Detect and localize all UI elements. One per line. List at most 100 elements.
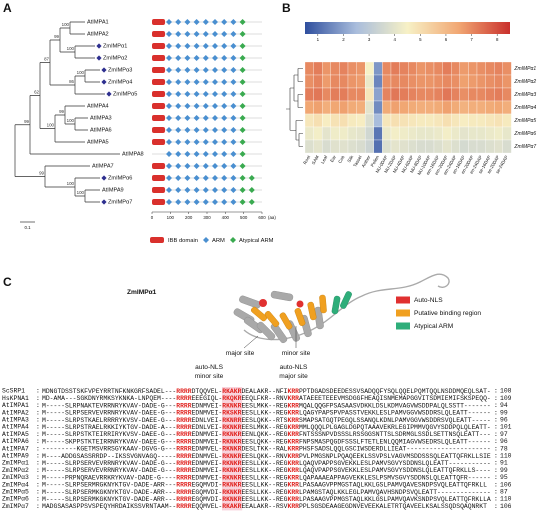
sequence-segment: MDNGTDSSTSKFVPEYRRTNFKNKGRFSADEL---: [42, 388, 176, 395]
sequence-segment: RKAKR: [222, 503, 241, 510]
column-label: Silk: [346, 154, 354, 163]
atypical-arm: [239, 175, 246, 181]
separator: :: [36, 496, 40, 503]
atypical-arm: [239, 151, 246, 157]
heatmap-cell: [373, 74, 383, 89]
arm-repeat: [230, 79, 237, 85]
heatmap-cell: [451, 61, 460, 76]
heatmap-cell: [459, 61, 469, 76]
sequence-segment: RKNKR: [222, 481, 241, 488]
heatmap-cell: [502, 61, 512, 76]
alignment-header: major site: [279, 373, 308, 380]
heatmap-cell: [347, 61, 357, 76]
heatmap-cell: [425, 61, 435, 76]
separator: :: [494, 460, 498, 467]
separator: :: [494, 488, 498, 495]
arm-repeat: [212, 115, 218, 121]
atypical-arm: [239, 19, 246, 25]
row-label: ZmIMPα6: [513, 131, 536, 137]
sequence-segment: RRRR: [176, 496, 192, 503]
heatmap-cell: [330, 100, 340, 115]
arm-repeat: [230, 199, 237, 205]
alignment-header: auto-NLS: [195, 364, 223, 371]
sequence-segment: EESLLKK--REG: [241, 488, 287, 495]
heatmap-cell: [373, 87, 383, 102]
heatmap-cell: [459, 100, 469, 115]
separator: :: [36, 402, 40, 409]
arm-repeat: [193, 127, 200, 133]
legend-label: ARM: [212, 238, 225, 244]
heatmap-cell: [322, 126, 331, 141]
arm-repeat: [202, 163, 209, 169]
sequence-segment: RKNKR: [222, 438, 241, 445]
sequence-segment: KRR: [287, 438, 299, 445]
heatmap-cell: [339, 139, 349, 154]
separator: :: [36, 395, 40, 402]
heatmap-cell: [382, 74, 392, 89]
heatmap-cell: [476, 61, 486, 76]
arm-repeat: [202, 91, 209, 97]
arm-repeat: [230, 31, 237, 37]
arm-repeat: [202, 175, 209, 181]
axis-tick-label: 400: [222, 215, 230, 220]
ibb-domain: [152, 127, 165, 133]
ibb-domain: [152, 43, 165, 49]
legend-label: IBB domain: [168, 238, 198, 244]
arm-repeat: [166, 103, 172, 109]
heatmap-cell: [322, 74, 331, 89]
heatmap-cell: [390, 113, 400, 128]
heatmap-cell: [408, 139, 417, 154]
arm-repeat: [230, 127, 237, 133]
heatmap-cell: [347, 74, 357, 89]
sequence-name: ZmIMPα4: [2, 481, 29, 488]
sequence-end: 96: [500, 438, 508, 445]
sequence-segment: KRR: [287, 431, 299, 438]
sequence-name: AtIMPA9: [2, 452, 29, 459]
sequence-segment: ---------KGETMSVRRSGYKAAV-DGVG-G---: [42, 445, 176, 452]
heatmap-cell: [451, 139, 460, 154]
row-label: ZmIMPα3: [513, 92, 536, 98]
column-label: SAM: [311, 154, 320, 165]
arm-repeat: [193, 151, 200, 157]
colorbar: [305, 22, 510, 34]
sequence-end: 97: [500, 431, 508, 438]
separator: :: [494, 402, 498, 409]
heatmap-cell: [365, 74, 374, 89]
arm-repeat: [221, 127, 228, 133]
heatmap-cell: [356, 74, 366, 89]
heatmap-cell: [485, 74, 495, 89]
atypical-arm: [239, 55, 246, 61]
ibb-domain: [152, 67, 165, 73]
leaf-label: AtIMPA2: [87, 31, 109, 37]
heatmap-cell: [425, 113, 435, 128]
sequence: MDNGTDSSTSKFVPEYRRTNFKNKGRFSADEL---RRRRD…: [42, 388, 491, 395]
heatmap-cell: [330, 87, 340, 102]
heatmap-cell: [502, 87, 512, 102]
sequence-end: 108: [500, 388, 512, 395]
arm-repeat: [184, 67, 191, 73]
sequence-segment: RKNKR: [222, 467, 241, 474]
separator: :: [494, 474, 498, 481]
heatmap-cell: [390, 139, 400, 154]
sequence-segment: EESLLKK--REG: [241, 496, 287, 503]
atypical-arm: [239, 127, 246, 133]
sequence-segment: KRR: [287, 445, 299, 452]
row-label: ZmIMPα4: [513, 105, 536, 111]
separator: :: [36, 438, 40, 445]
sequence-segment: KRR: [287, 460, 299, 467]
heatmap-cell: [347, 139, 357, 154]
bootstrap-label: 99: [59, 109, 64, 114]
sequence-segment: EQQMVEL-: [192, 503, 223, 510]
arm-repeat: [202, 115, 209, 121]
heatmap-cell: [304, 87, 314, 102]
sequence-segment: EDNLVEI-: [192, 424, 223, 431]
arm-repeat: [175, 175, 182, 181]
heatmap-cell: [330, 126, 340, 141]
sequence-segment: EDNMVEL-: [192, 445, 223, 452]
sequence-segment: LPAMGSTAQLKKLEGLPAMVQAVHSNDPSVQLEATT----…: [299, 488, 491, 495]
heatmap-cell: [494, 61, 503, 76]
heatmap-cell: [485, 100, 495, 115]
heatmap-cell: [399, 139, 409, 154]
heatmap-cell: [476, 139, 486, 154]
